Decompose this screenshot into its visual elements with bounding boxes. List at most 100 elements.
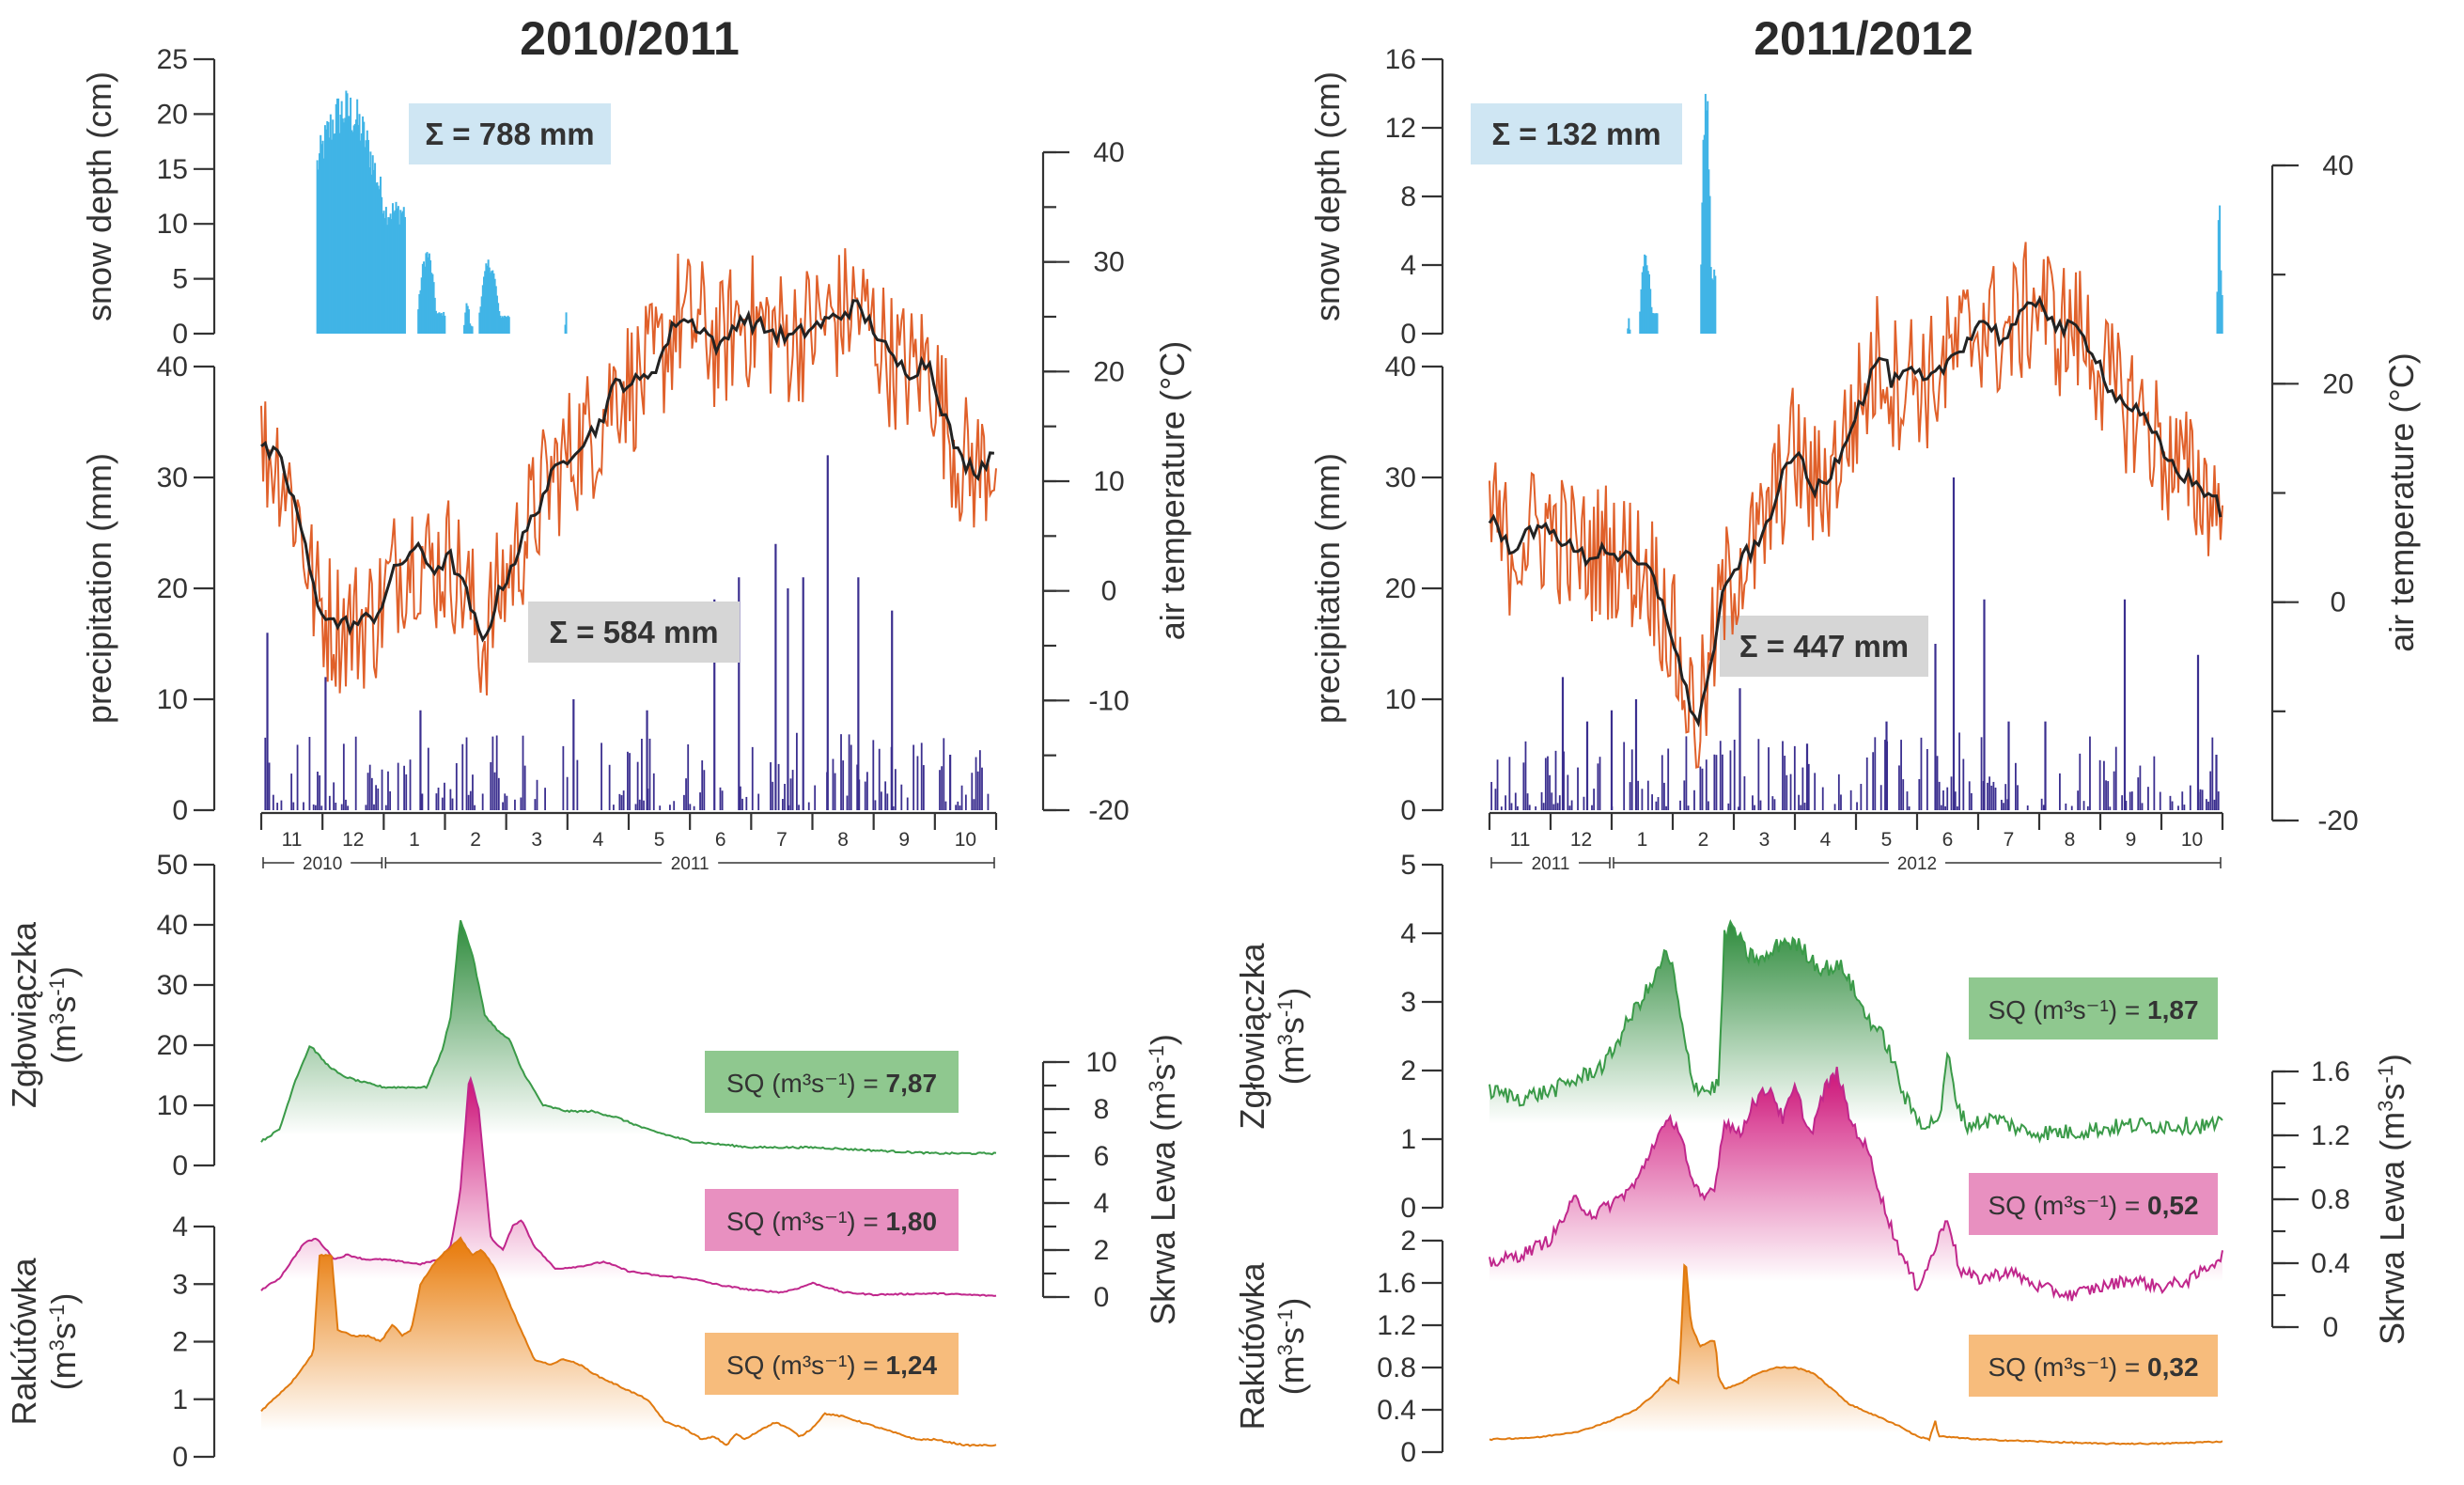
snow-bar [1703,134,1706,334]
snow-bar [341,118,344,334]
snow-bar [441,315,444,334]
snow-bar [1639,311,1642,334]
snow-bar [362,116,365,334]
snow-bar [1656,313,1659,334]
snow-bar [480,296,483,334]
snow-tick-label: 8 [1400,181,1416,212]
discharge-tick-label: 5 [1400,850,1416,881]
snow-bar [366,139,369,334]
month-label: 11 [1510,829,1531,851]
snow-bar [382,213,384,334]
month-label: 6 [715,829,726,851]
month-label: 12 [1570,829,1592,851]
snow-bar [370,174,373,334]
discharge-tick-label: 8 [1094,1094,1110,1125]
snow-bar [403,216,406,334]
temp-tick-label: 0 [1101,576,1117,607]
snow-bar [463,324,466,334]
snow-bar [402,207,405,334]
snow-bar [488,267,491,334]
temp-tick-label: 40 [1093,137,1124,168]
snow-bar [417,309,420,334]
snow-bar [504,315,507,334]
snow-bar [335,98,338,334]
snow-bar [469,323,472,334]
mean-temperature-line [260,299,995,643]
snow-bar [337,98,340,334]
snow-bar [372,169,375,334]
snow-bar [1642,266,1645,334]
panel-title: 2010/2011 [520,12,740,65]
temp-tick-label: 30 [1093,247,1124,278]
snow-bar [443,311,445,334]
snow-sum-box [409,103,611,164]
snow-bar [465,303,468,334]
snow-bar [368,167,371,334]
snow-bar [353,123,356,334]
precip-tick-label: 30 [157,462,188,493]
snow-bar [398,224,401,334]
snow-bar [1645,265,1648,334]
snow-bar [498,311,501,334]
snow-bar [418,293,421,334]
month-label: 2 [470,829,481,851]
discharge-tick-label: 4 [172,1211,188,1243]
snow-bar [1652,313,1655,334]
snow-bar [340,101,343,334]
discharge-axis-label: Rakútówka (m3s-1) [5,1257,83,1425]
discharge-tick-label: 0 [172,1442,188,1473]
discharge-rakutowka: 0 1 2 3 4 Rakútówka (m3s-1) SQ (m³s⁻¹) = 1,24 [5,1211,997,1473]
snow-bar [434,310,437,334]
snow-bar [365,140,367,334]
snow-bar [492,273,495,334]
snow-episode [417,252,446,334]
snow-bar [440,313,443,334]
snow-bar [325,129,328,334]
month-label: 8 [2065,829,2076,851]
precip-sum-label: Σ = 447 mm [1739,629,1909,664]
snow-bar [431,274,434,334]
station-name: Zgłowiączka [5,921,43,1108]
snow-bar [374,163,377,334]
snow-bar [384,207,387,334]
discharge-tick-label: 0 [2323,1312,2339,1343]
snow-bar [1710,278,1713,334]
snow-bar [481,285,484,334]
snow-bar [433,297,436,334]
temp-axis-label: air temperature (°C) [1153,341,1192,640]
station-name: Skrwa Lewa (m3s-1) [2373,1054,2411,1345]
snow-bar [432,282,435,334]
snow-bar [1701,202,1704,334]
snow-bar [2219,205,2222,334]
precip-tick-label: 0 [172,795,188,826]
snow-bar [1649,289,1652,334]
hydrograph-area [1489,1067,2222,1321]
discharge-axis-label: Zgłowiączka (m3s-1) [1233,942,1311,1129]
snow-bar [363,121,366,334]
snow-bar [424,266,427,334]
snow-bar [486,265,489,334]
snow-bar [1644,254,1646,334]
temp-tick-label: 20 [2322,368,2353,399]
snow-bar [2217,220,2220,334]
precip-tick-label: 30 [1385,462,1416,493]
sq-value: 1,24 [886,1351,938,1380]
snow-bar [495,295,498,334]
month-label: 10 [2181,829,2203,851]
discharge-tick-label: 1 [172,1384,188,1415]
sq-label: SQ (m³s⁻¹) = 1,80 [726,1207,937,1236]
discharge-axis-label: Rakútówka (m3s-1) [1233,1261,1311,1430]
precip-tick-label: 0 [1400,795,1416,826]
snow-bar [320,134,322,334]
discharge-tick-label: 20 [157,1030,188,1061]
snow-bar [427,257,429,334]
snow-bar [444,315,446,334]
sq-box [705,1333,959,1395]
snow-bar [491,270,494,334]
temp-tick-label: -10 [1088,685,1129,716]
temp-tick-label: -20 [2317,805,2358,836]
snow-bar [323,125,326,334]
month-label: 5 [654,829,665,851]
